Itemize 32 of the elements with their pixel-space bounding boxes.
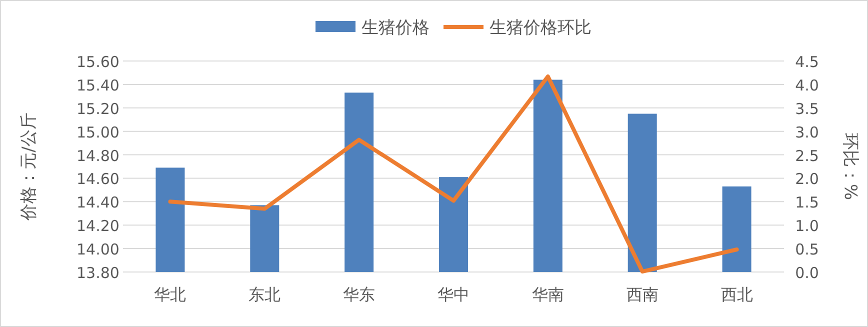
x-tick-label: 西南 [626, 285, 658, 304]
x-tick-label: 华南 [532, 285, 564, 304]
y2-axis-title: 环比：% [840, 132, 860, 200]
y-tick-label: 14.40 [76, 194, 120, 212]
x-tick-label: 华中 [438, 285, 470, 304]
y2-tick-label: 3.5 [795, 100, 819, 118]
y2-tick-label: 2.0 [795, 170, 819, 188]
line-series [168, 74, 739, 274]
y-tick-label: 14.80 [76, 146, 120, 165]
y2-tick-label: 3.0 [795, 123, 819, 142]
y2-tick-label: 1.0 [795, 217, 819, 236]
y2-tick-label: 0.5 [795, 240, 819, 259]
y2-tick-label: 2.5 [795, 146, 819, 165]
y-tick-label: 14.20 [76, 217, 120, 236]
y-tick-label: 15.00 [76, 123, 120, 142]
y-tick-label: 15.20 [76, 100, 120, 118]
y-tick-label: 14.60 [76, 170, 120, 188]
x-tick-label: 东北 [248, 285, 281, 304]
x-tick-label: 华东 [343, 285, 376, 304]
y2-tick-label: 4.5 [795, 53, 819, 71]
y2-tick-label: 1.5 [795, 194, 819, 212]
y2-tick-label: 0.0 [795, 264, 819, 282]
y2-tick-label: 4.0 [795, 76, 819, 94]
x-tick-label: 西北 [720, 285, 753, 304]
legend-label: 生猪价格环比 [490, 18, 592, 38]
x-tick-label: 华北 [154, 285, 186, 304]
y-tick-label: 14.00 [76, 240, 120, 259]
y-tick-label: 15.60 [76, 53, 120, 71]
y-tick-label: 15.40 [76, 76, 120, 94]
y-axis-title: 价格：元/公斤 [19, 112, 39, 222]
legend-label: 生猪价格 [362, 18, 430, 38]
y-tick-label: 13.80 [76, 264, 120, 282]
